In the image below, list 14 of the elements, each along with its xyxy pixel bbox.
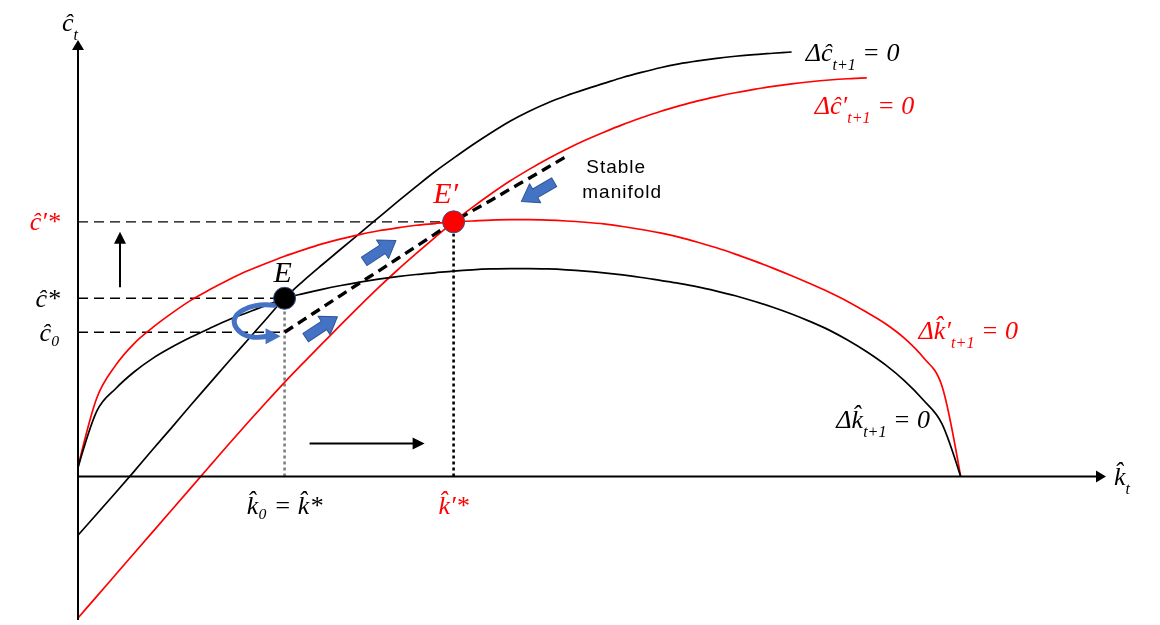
series-label: Δĉ′$_{t+1}$ = 0 [813,91,915,126]
ref-line-label: ĉ₀ [39,317,60,347]
x-tick-label: k̂₀ = k̂* [246,491,323,521]
series-label: Δk̂′$_{t+1}$ = 0 [917,316,1018,351]
y-axis-title: ĉ$_{t}$ [61,7,79,43]
ref-line-label: ĉ′* [29,207,60,237]
x-tick-label: k̂′* [438,491,469,521]
series-label: Stable manifold [582,155,663,203]
series-label: E′ [432,175,459,209]
series-label: E [272,255,292,289]
ref-line-label: ĉ* [35,283,60,313]
series-label: Δk̂$_{t+1}$ = 0 [835,405,931,440]
x-axis-title: k̂$_{t}$ [1114,462,1131,497]
series-label: Δĉ$_{t+1}$ = 0 [804,37,900,73]
